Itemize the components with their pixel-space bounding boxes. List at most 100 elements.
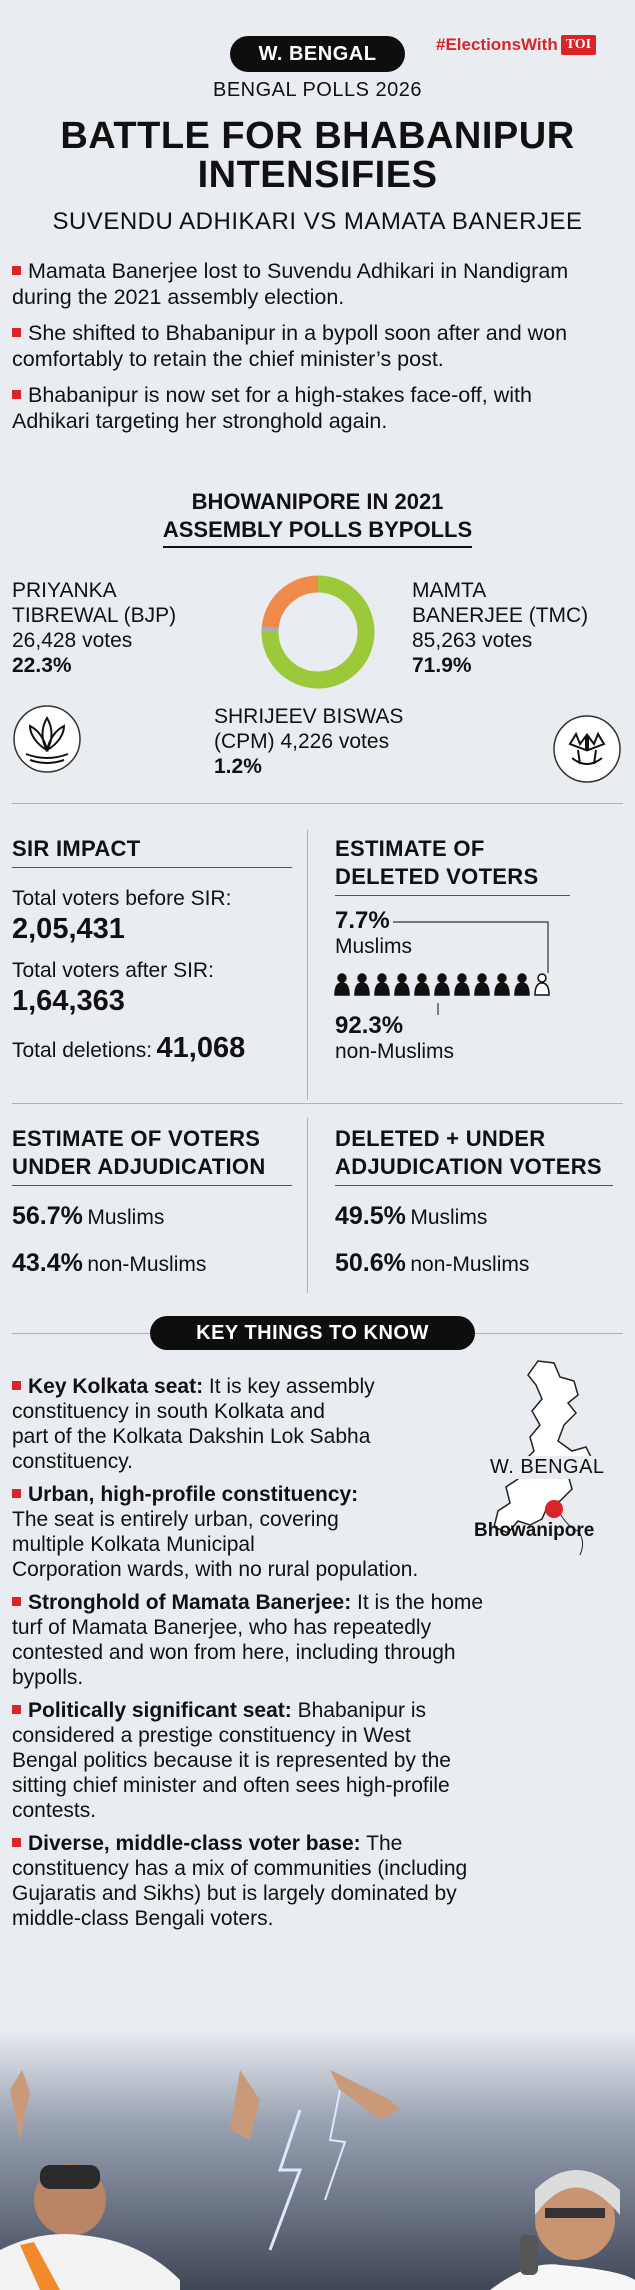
- deletions-label: Total deletions:: [12, 1039, 153, 1062]
- column-divider: [307, 830, 308, 1100]
- key-item-line: multiple Kolkata Municipal: [12, 1533, 255, 1556]
- cpm-name-line-2: (CPM) 4,226 votes: [214, 730, 390, 753]
- person-icon: [534, 973, 550, 996]
- key-item-line: considered a prestige constituency in We…: [12, 1724, 411, 1747]
- adj-non-muslim-label: non-Muslims: [87, 1253, 207, 1276]
- intro-bullet: She shifted to Bhabanipur in a bypoll so…: [12, 320, 612, 372]
- map-state-label: W. BENGAL: [490, 1456, 605, 1479]
- key-item-line: constituency.: [12, 1450, 134, 1473]
- key-item-line: Bhabanipur is: [291, 1699, 427, 1722]
- dadj-title-line-1: DELETED + UNDER: [335, 1126, 546, 1151]
- key-item: Diverse, middle-class voter base: The co…: [12, 1831, 612, 1931]
- key-item: Urban, high-profile constituency: The se…: [12, 1482, 572, 1582]
- west-bengal-map-icon: [493, 1360, 593, 1556]
- state-pill: W. BENGAL: [230, 36, 405, 72]
- key-item-line: part of the Kolkata Dakshin Lok Sabha: [12, 1425, 371, 1448]
- deleted-muslim-pct: 7.7%: [335, 907, 390, 934]
- tmc-name-line-2: BANERJEE (TMC): [412, 604, 589, 627]
- deleted-title-line-2: DELETED VOTERS: [335, 864, 539, 889]
- deleted-non-muslim: 92.3% non-Muslims: [335, 1013, 454, 1065]
- deleted-title-line-1: ESTIMATE OF: [335, 836, 485, 861]
- bullet-square-icon: [12, 390, 21, 399]
- deleted-non-muslim-label: non-Muslims: [335, 1040, 455, 1063]
- headline-line-2: INTENSIFIES: [197, 154, 438, 196]
- headline-line-1: BATTLE FOR BHABANIPUR: [60, 115, 575, 157]
- bhowanipore-marker: [545, 1500, 563, 1518]
- key-item-line: The: [360, 1832, 403, 1855]
- key-item-line: turf of Mamata Banerjee, who has repeate…: [12, 1616, 432, 1639]
- muslim-leader-line: [393, 921, 549, 973]
- dadj-non-muslim-pct: 50.6%: [335, 1249, 406, 1277]
- sir-impact-panel: SIR IMPACT Total voters before SIR: 2,05…: [12, 835, 292, 1065]
- kicker: BENGAL POLLS 2026: [213, 79, 422, 101]
- key-item-line: bypolls.: [12, 1666, 84, 1689]
- lightning-icon: [268, 2109, 303, 2251]
- section-divider: [12, 803, 623, 804]
- after-value: 1,64,363: [12, 985, 125, 1017]
- key-item: Key Kolkata seat: It is key assembly con…: [12, 1374, 482, 1474]
- person-icon: [434, 973, 450, 996]
- key-item-line: contests.: [12, 1799, 97, 1822]
- subhead: SUVENDU ADHIKARI VS MAMATA BANERJEE: [52, 208, 583, 235]
- person-icon: [374, 973, 390, 996]
- person-icon: [494, 973, 510, 996]
- person-icon: [514, 973, 530, 996]
- cpm-name-line-1: SHRIJEEV BISWAS: [214, 705, 404, 728]
- person-icon: [394, 973, 410, 996]
- bullet-square-icon: [12, 1705, 21, 1714]
- key-item-line: Corporation wards, with no rural populat…: [12, 1558, 419, 1581]
- bypoll-title-line-2: ASSEMBLY POLLS BYPOLLS: [162, 516, 473, 548]
- bullet-square-icon: [12, 328, 21, 337]
- dadj-muslim-label: Muslims: [410, 1206, 488, 1229]
- key-item-head: Urban, high-profile constituency:: [28, 1483, 359, 1506]
- key-item-line: constituency in south Kolkata and: [12, 1400, 325, 1423]
- hashtag-text: #ElectionsWith: [436, 35, 558, 54]
- dadj-muslim-pct: 49.5%: [335, 1202, 406, 1230]
- person-icon: [474, 973, 490, 996]
- tmc-votes: 85,263 votes: [412, 629, 533, 652]
- key-list: Key Kolkata seat: It is key assembly con…: [12, 1374, 612, 1939]
- tmc-candidate: MAMTA BANERJEE (TMC) 85,263 votes 71.9%: [412, 578, 622, 678]
- column-divider: [307, 1118, 308, 1293]
- bypoll-title-line-1: BHOWANIPORE IN 2021: [191, 489, 444, 514]
- adj-muslim-label: Muslims: [87, 1206, 165, 1229]
- bypoll-title: BHOWANIPORE IN 2021 ASSEMBLY POLLS BYPOL…: [0, 488, 635, 548]
- sir-impact-rule: [12, 867, 292, 868]
- deleted-rule: [335, 895, 570, 896]
- dadj-title-line-2: ADJUDICATION VOTERS: [335, 1154, 602, 1179]
- bullet-square-icon: [12, 1838, 21, 1847]
- toi-logo: TOI: [560, 35, 597, 55]
- bullet-square-icon: [12, 1381, 21, 1390]
- person-icon: [414, 973, 430, 996]
- bjp-name-line-1: PRIYANKA: [12, 579, 117, 602]
- key-item-head: Stronghold of Mamata Banerjee:: [28, 1591, 352, 1614]
- key-item-line: It is key assembly: [203, 1375, 375, 1398]
- adjudication-panel: ESTIMATE OF VOTERS UNDER ADJUDICATION 56…: [12, 1125, 297, 1278]
- key-item-head: Diverse, middle-class voter base:: [28, 1832, 361, 1855]
- person-icon: [334, 973, 350, 996]
- key-item-line: Gujaratis and Sikhs) but is largely domi…: [12, 1882, 457, 1905]
- key-item-line: middle-class Bengali voters.: [12, 1907, 274, 1930]
- deleted-estimate-panel: ESTIMATE OF DELETED VOTERS 7.7% Muslims: [335, 835, 615, 960]
- key-item-line: sitting chief minister and often sees hi…: [12, 1774, 450, 1797]
- bjp-name-line-2: TIBREWAL (BJP): [12, 604, 177, 627]
- intro-bullet-text: Mamata Banerjee lost to Suvendu Adhikari…: [12, 259, 569, 309]
- donut-slice-tmc: [261, 575, 375, 689]
- key-item: Stronghold of Mamata Banerjee: It is the…: [12, 1590, 612, 1690]
- cpm-pct: 1.2%: [214, 755, 262, 778]
- adj-title-line-1: ESTIMATE OF VOTERS: [12, 1126, 261, 1151]
- adj-muslim-pct: 56.7%: [12, 1202, 83, 1230]
- key-things-title: KEY THINGS TO KNOW: [150, 1316, 475, 1350]
- tmc-pct: 71.9%: [412, 654, 472, 677]
- intro-bullets: Mamata Banerjee lost to Suvendu Adhikari…: [12, 258, 612, 444]
- bjp-votes: 26,428 votes: [12, 629, 133, 652]
- cpm-candidate: SHRIJEEV BISWAS (CPM) 4,226 votes 1.2%: [214, 704, 454, 779]
- suvendu-adhikari-figure: [0, 2070, 260, 2290]
- bjp-pct: 22.3%: [12, 654, 72, 677]
- key-item-line: The seat is entirely urban, covering: [12, 1508, 339, 1531]
- intro-bullet: Mamata Banerjee lost to Suvendu Adhikari…: [12, 258, 612, 310]
- adj-rule: [12, 1185, 292, 1186]
- key-item-line: Bengal politics because it is represente…: [12, 1749, 451, 1772]
- page-title: BATTLE FOR BHABANIPUR INTENSIFIES: [0, 117, 635, 195]
- key-item-head: Politically significant seat:: [28, 1699, 292, 1722]
